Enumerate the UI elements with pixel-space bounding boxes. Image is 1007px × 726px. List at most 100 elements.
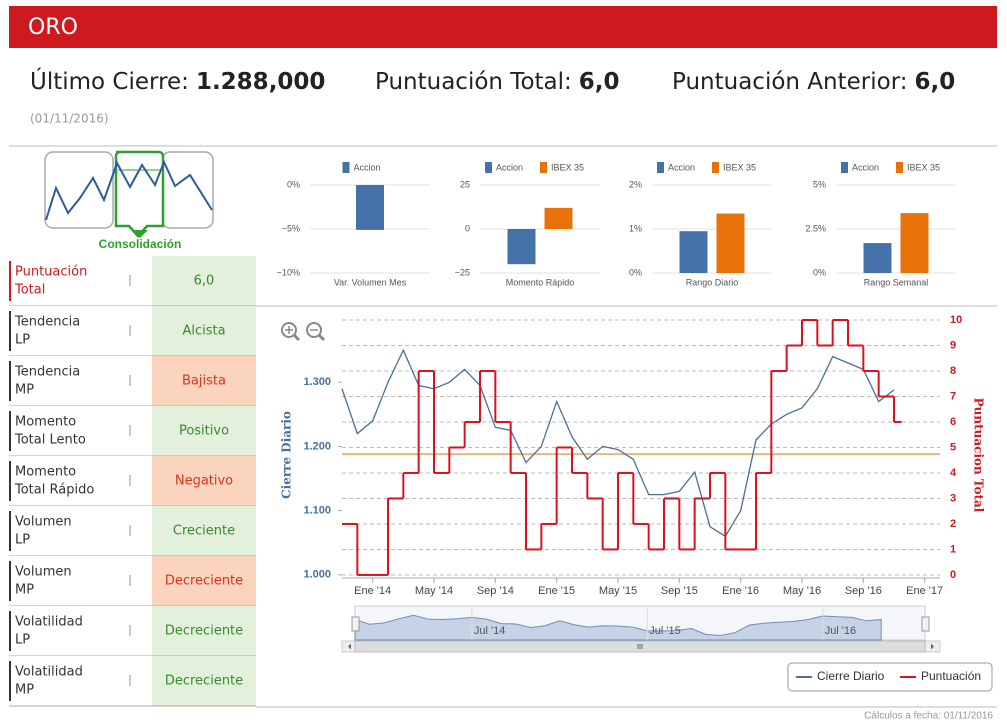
icon-frame xyxy=(161,151,214,229)
indicator-marker xyxy=(9,611,11,651)
indicator-value-cell xyxy=(152,356,256,406)
y2-tick-label: 1 xyxy=(950,543,956,555)
indicator-label: Volumen xyxy=(15,515,72,530)
y-tick-label: 5% xyxy=(813,179,826,189)
indicator-marker xyxy=(9,311,11,351)
y-tick-label: 0% xyxy=(813,267,826,277)
indicator-label: Volatilidad xyxy=(15,615,83,630)
indicator-label: LP xyxy=(15,633,30,648)
indicator-value: Decreciente xyxy=(165,624,243,639)
x-tick-label: Ene '16 xyxy=(722,585,759,597)
indicator-value-cell xyxy=(152,406,256,456)
y-tick-label: 2.5% xyxy=(805,223,826,233)
indicator-label: Puntuación xyxy=(15,265,87,280)
navigator-tick-label: Jul '15 xyxy=(649,625,680,637)
summary-value: 1.288,000 xyxy=(196,69,326,95)
indicator-label: LP xyxy=(15,333,30,348)
indicator-label: Tendencia xyxy=(14,315,80,330)
y2-axis-title: Puntuacion Total xyxy=(972,398,986,513)
x-tick-label: Sep '14 xyxy=(477,585,514,597)
summary-label: Puntuación Total: xyxy=(375,69,572,95)
y2-tick-label: 9 xyxy=(950,339,956,351)
legend-swatch xyxy=(540,162,547,173)
footer: Cálculos a fecha: 01/11/2016 xyxy=(864,711,993,722)
header-title: ORO xyxy=(28,15,78,40)
legend-swatch xyxy=(712,162,719,173)
x-tick-label: May '14 xyxy=(415,585,453,597)
y-tick-label: −5% xyxy=(282,223,300,233)
indicator-value-cell xyxy=(152,506,256,556)
indicator-label: Momento xyxy=(15,415,76,430)
x-tick-label: Ene '14 xyxy=(354,585,391,597)
scrollbar-arrow-left[interactable] xyxy=(348,643,351,650)
zoom-controls[interactable] xyxy=(281,322,326,342)
scrollbar-arrow-right[interactable] xyxy=(931,643,934,650)
legend-swatch xyxy=(342,162,350,173)
x-tick-label: Ene '15 xyxy=(538,585,575,597)
y-tick-label: 1% xyxy=(629,223,642,233)
indicator-marker xyxy=(9,361,11,401)
indicator-value: Decreciente xyxy=(165,674,243,689)
info-icon xyxy=(129,475,131,486)
indicator-label: LP xyxy=(15,533,30,548)
icon-frame xyxy=(44,151,114,229)
legend-swatch xyxy=(896,162,903,173)
indicator-value: Decreciente xyxy=(165,574,243,589)
y-tick-label: 1.300 xyxy=(303,376,331,388)
summary-date: (01/11/2016) xyxy=(30,112,109,126)
indicator-value: Negativo xyxy=(175,474,233,489)
indicator-row xyxy=(9,656,152,706)
x-tick-label: Sep '15 xyxy=(661,585,698,597)
y2-tick-label: 3 xyxy=(950,492,956,504)
indicator-row xyxy=(9,506,152,556)
summary-label: Último Cierre: xyxy=(30,67,189,95)
pattern-label: Consolidación xyxy=(99,237,182,251)
legend-label: Accion xyxy=(354,162,381,172)
x-tick-label: May '15 xyxy=(599,585,637,597)
legend-swatch xyxy=(657,162,664,173)
indicator-row xyxy=(9,306,152,356)
summary-value: 6,0 xyxy=(915,69,956,95)
y2-tick-label: 8 xyxy=(950,365,956,377)
x-category-label: Var. Volumen Mes xyxy=(334,277,407,287)
zoom-handle xyxy=(317,333,326,342)
indicator-marker xyxy=(9,661,11,701)
indicator-value: Creciente xyxy=(173,524,235,539)
icon-line xyxy=(45,159,213,221)
x-category-label: Rango Diario xyxy=(686,277,739,287)
navigator-handle[interactable] xyxy=(351,616,360,632)
legend-label: Accion xyxy=(852,162,879,172)
indicator-label: Volatilidad xyxy=(15,665,83,680)
indicator-row xyxy=(9,606,152,656)
bar xyxy=(900,213,929,273)
y2-tick-label: 5 xyxy=(950,441,956,453)
indicator-marker xyxy=(9,261,11,301)
legend-swatch xyxy=(485,162,492,173)
indicator-label: Total Rápido xyxy=(14,483,94,498)
indicator-row xyxy=(9,556,152,606)
indicator-marker xyxy=(9,461,11,501)
bar xyxy=(679,231,708,273)
icon-arrow xyxy=(132,230,148,238)
indicator-row xyxy=(9,406,152,456)
indicator-row xyxy=(9,356,152,406)
legend-box xyxy=(787,662,993,692)
indicator-label: Tendencia xyxy=(14,365,80,380)
bar xyxy=(544,207,573,229)
indicator-marker xyxy=(9,411,11,451)
indicator-marker xyxy=(9,561,11,601)
indicator-value-cell xyxy=(152,306,256,356)
icon-highlight xyxy=(114,150,165,238)
indicator-value: Bajista xyxy=(182,374,226,389)
indicator-value: Alcista xyxy=(182,324,225,339)
summary-label: Puntuación Anterior: xyxy=(672,69,908,95)
indicator-value: 6,0 xyxy=(194,274,215,289)
indicator-label: MP xyxy=(15,383,34,398)
y-tick-label: −10% xyxy=(277,267,300,277)
summary-previous: Puntuación Anterior: 6,0 xyxy=(672,69,955,95)
legend-label: Puntuación xyxy=(921,669,981,683)
summary-last-close: Último Cierre: 1.288,000 xyxy=(30,67,325,95)
navigator-handle[interactable] xyxy=(921,616,930,632)
y-tick-label: 1.100 xyxy=(303,505,331,517)
